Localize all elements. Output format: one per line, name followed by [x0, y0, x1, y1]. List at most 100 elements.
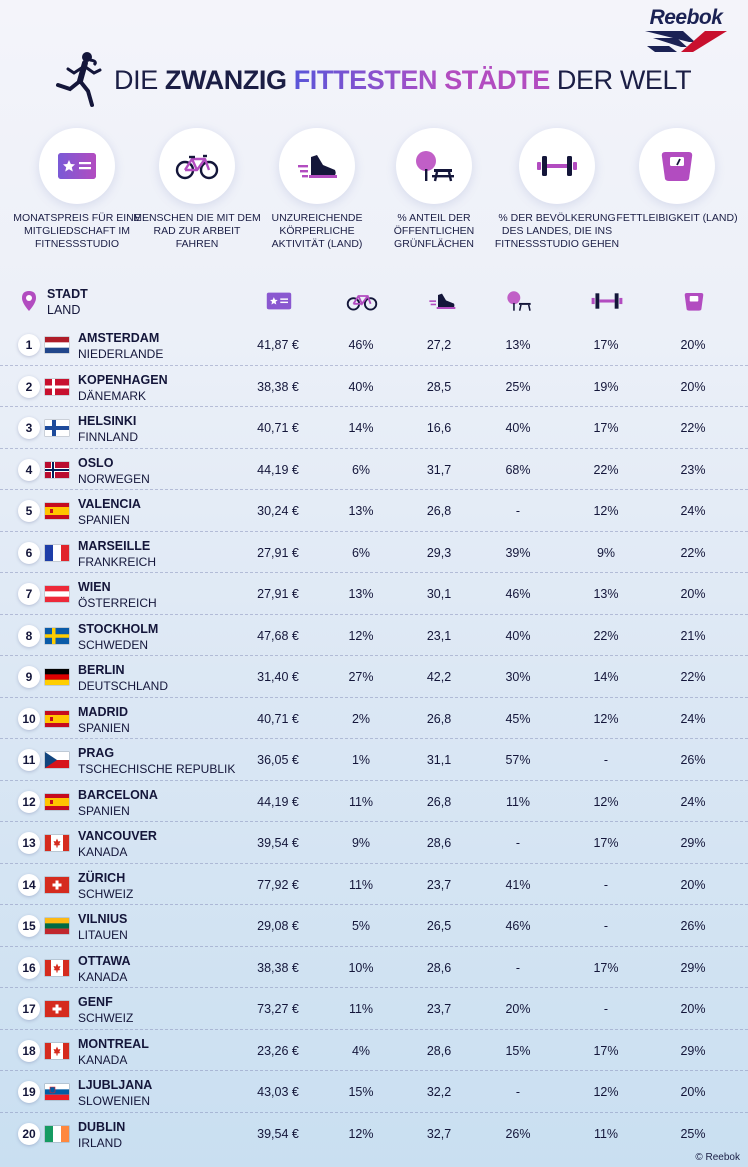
- rank-badge: 13: [18, 832, 40, 854]
- city-name: MADRID: [78, 704, 128, 719]
- cell-gym-share: 17%: [593, 421, 619, 435]
- scale-icon: [674, 289, 714, 313]
- cell-bike-commuters: 11%: [348, 1002, 374, 1016]
- cell-inactivity: 30,1: [426, 587, 452, 601]
- cell-green-space: 11%: [505, 794, 531, 809]
- copyright: © Reebok: [695, 1152, 740, 1163]
- cell-inactivity: 27,2: [426, 338, 452, 352]
- cell-price: 38,38 €: [257, 379, 299, 394]
- cell-obesity: 29%: [680, 836, 706, 850]
- city-name: MARSEILLE: [78, 538, 151, 553]
- sneaker-icon: [279, 128, 355, 204]
- cell-obesity: 29%: [680, 1043, 706, 1058]
- cell-green-space: 46%: [505, 587, 531, 601]
- cell-obesity: 26%: [680, 753, 706, 767]
- table-row: 10 MADRID SPANIEN 40,71 € 2% 26,8 45% 12% 24%: [0, 698, 748, 739]
- country-name: KANADA: [78, 1052, 128, 1067]
- cell-bike-commuters: 13%: [348, 504, 374, 518]
- rank-badge: 20: [18, 1122, 40, 1145]
- cell-price: 38,38 €: [257, 960, 299, 975]
- city-name: VALENCIA: [78, 497, 141, 511]
- table-row: 9 BERLIN DEUTSCHLAND 31,40 € 27% 42,2 30% 14% 22…: [0, 656, 748, 698]
- category-membership: MONATSPREIS FÜR EINE MITGLIEDSCHAFT IM F…: [12, 128, 142, 251]
- flag-cz-icon: [45, 752, 69, 768]
- page-title: DIE ZWANZIG FITTESTEN STÄDTE DER WELT: [114, 65, 692, 96]
- country-name: KANADA: [78, 845, 128, 859]
- rank-badge: 11: [18, 749, 40, 771]
- city-name: KOPENHAGEN: [78, 372, 168, 387]
- city-name: AMSTERDAM: [78, 331, 160, 345]
- flag-es-icon: [45, 793, 69, 810]
- scale-icon: [639, 128, 715, 204]
- cell-obesity: 23%: [680, 462, 706, 477]
- membership-card-icon: [39, 128, 115, 204]
- table-row: 8 STOCKHOLM SCHWEDEN 47,68 € 12% 23,1 40% 22% 21…: [0, 615, 748, 656]
- category-inactivity: UNZUREICHENDE KÖRPERLICHE AKTIVITÄT (LAN…: [252, 128, 382, 251]
- table-row: 3 HELSINKI FINNLAND 40,71 € 14% 16,6 40% 17% 22%: [0, 407, 748, 449]
- cell-gym-share: 17%: [593, 836, 619, 850]
- rank-badge: 12: [18, 790, 40, 813]
- cell-bike-commuters: 11%: [348, 794, 374, 809]
- city-name: HELSINKI: [78, 414, 137, 428]
- rank-badge: 6: [18, 541, 40, 564]
- cell-inactivity: 26,8: [426, 711, 452, 726]
- cell-green-space: 13%: [505, 338, 531, 352]
- cell-price: 44,19 €: [257, 794, 299, 809]
- city-name: VILNIUS: [78, 912, 128, 926]
- runner-icon: [56, 52, 102, 107]
- cell-price: 77,92 €: [257, 877, 299, 892]
- cell-obesity: 20%: [680, 587, 706, 601]
- cell-inactivity: 31,1: [426, 753, 452, 767]
- cell-inactivity: 42,2: [426, 670, 452, 684]
- cell-gym-share: 9%: [596, 545, 616, 560]
- cell-bike-commuters: 6%: [351, 545, 371, 560]
- rank-badge: 18: [18, 1039, 40, 1062]
- table-row: 15 VILNIUS LITAUEN 29,08 € 5% 26,5 46% - 26%: [0, 905, 748, 947]
- rank-badge: 17: [18, 998, 40, 1020]
- country-name: SCHWEIZ: [78, 1011, 134, 1025]
- cell-obesity: 20%: [680, 877, 706, 892]
- table-row: 16 OTTAWA KANADA 38,38 € 10% 28,6 - 17% 29%: [0, 947, 748, 988]
- cell-obesity: 24%: [680, 711, 706, 726]
- dumbbell-icon: [519, 128, 595, 204]
- cell-bike-commuters: 4%: [351, 1043, 371, 1058]
- category-label: FETTLEIBIGKEIT (LAND): [616, 212, 738, 224]
- category-gym: % DER BEVÖLKERUNG DES LANDES, DIE INS FI…: [492, 128, 622, 251]
- rank-badge: 15: [18, 915, 40, 937]
- cell-green-space: 40%: [505, 628, 531, 643]
- cell-inactivity: 31,7: [426, 462, 452, 477]
- country-name: SPANIEN: [78, 720, 130, 735]
- city-name: BARCELONA: [78, 787, 158, 802]
- cell-green-space: 41%: [505, 877, 531, 892]
- category-obesity: FETTLEIBIGKEIT (LAND): [612, 128, 742, 225]
- flag-de-icon: [45, 669, 69, 685]
- reebok-logo: Reebok: [640, 6, 732, 54]
- cell-inactivity: 29,3: [426, 545, 452, 560]
- cell-inactivity: 32,7: [426, 1126, 452, 1141]
- cell-obesity: 20%: [680, 1085, 706, 1099]
- cell-gym-share: -: [603, 877, 609, 892]
- cell-bike-commuters: 2%: [351, 711, 371, 726]
- cell-price: 43,03 €: [257, 1085, 299, 1099]
- cell-gym-share: -: [603, 753, 609, 767]
- flag-dk-icon: [45, 378, 69, 395]
- rank-badge: 10: [18, 707, 40, 730]
- rank-badge: 19: [18, 1081, 40, 1103]
- cell-green-space: -: [515, 1085, 521, 1099]
- title-row: DIE ZWANZIG FITTESTEN STÄDTE DER WELT: [54, 50, 692, 110]
- rank-badge: 8: [18, 624, 40, 647]
- table-header: STADT LAND: [0, 283, 748, 323]
- rank-badge: 16: [18, 956, 40, 979]
- country-name: SPANIEN: [78, 513, 130, 527]
- flag-ca-icon: [45, 835, 69, 851]
- cell-green-space: 46%: [505, 919, 531, 933]
- city-name: STOCKHOLM: [78, 621, 159, 636]
- cell-price: 31,40 €: [257, 670, 299, 684]
- flag-ch-icon: [45, 1001, 69, 1017]
- country-name: KANADA: [78, 969, 128, 984]
- flag-at-icon: [45, 586, 69, 602]
- flag-ca-icon: [45, 1042, 69, 1059]
- cell-obesity: 24%: [680, 794, 706, 809]
- cell-bike-commuters: 1%: [351, 753, 371, 767]
- cell-green-space: 39%: [505, 545, 531, 560]
